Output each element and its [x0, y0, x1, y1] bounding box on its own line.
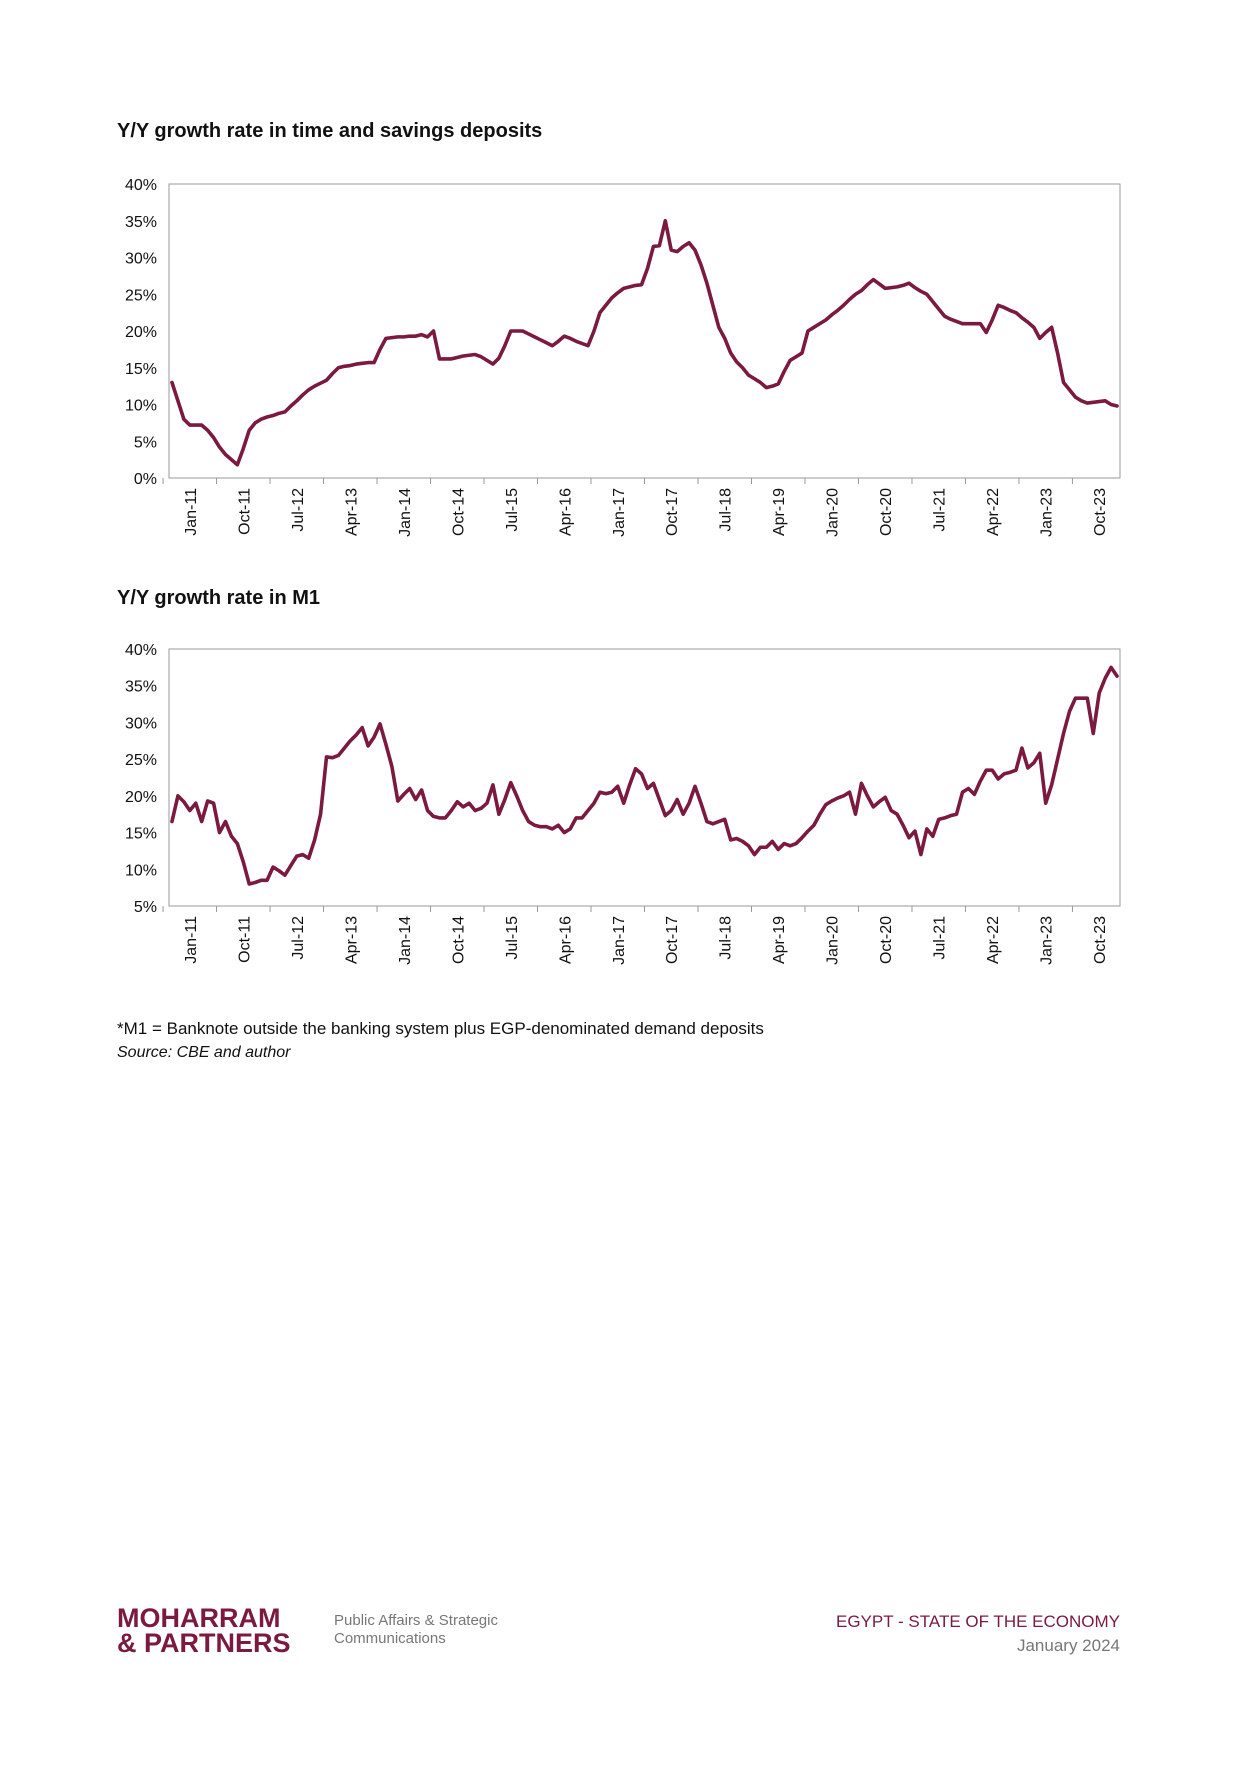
y-tick-label: 25%	[125, 287, 157, 304]
line-series	[170, 665, 1119, 886]
x-tick-label: Jan-11	[183, 916, 200, 964]
x-tick-label: Jan-17	[611, 488, 628, 537]
x-tick-label: Apr-22	[985, 916, 1002, 964]
x-tick-label: Jul-18	[718, 488, 735, 532]
chart-title: Y/Y growth rate in time and savings depo…	[117, 120, 542, 142]
y-tick-label: 5%	[134, 899, 157, 916]
y-tick-label: 20%	[125, 324, 157, 341]
x-tick-label: Jan-14	[397, 916, 414, 965]
x-tick-label: Oct-23	[1092, 488, 1109, 536]
x-tick-label: Jul-15	[504, 916, 521, 960]
y-tick-label: 10%	[125, 398, 157, 415]
x-tick-label: Apr-16	[557, 488, 574, 536]
x-tick-label: Jul-12	[290, 488, 307, 532]
x-tick-label: Jul-12	[290, 916, 307, 960]
x-tick-label: Jan-23	[1039, 916, 1056, 965]
y-tick-label: 15%	[125, 361, 157, 378]
x-tick-label: Apr-19	[771, 488, 788, 536]
x-tick-label: Oct-11	[236, 488, 253, 535]
x-tick-label: Jan-17	[611, 916, 628, 965]
x-tick-label: Jul-18	[718, 916, 735, 960]
line-series	[170, 218, 1119, 467]
y-tick-label: 40%	[125, 177, 157, 194]
x-tick-label: Oct-11	[236, 916, 253, 963]
chart-title: Y/Y growth rate in M1	[117, 587, 320, 609]
x-tick-label: Jan-20	[825, 488, 842, 537]
y-tick-label: 40%	[125, 642, 157, 659]
footnote: *M1 = Banknote outside the banking syste…	[117, 1019, 764, 1038]
y-tick-label: 35%	[125, 214, 157, 231]
report-date: January 2024	[1017, 1636, 1120, 1655]
x-tick-label: Jul-21	[932, 916, 949, 960]
x-tick-label: Oct-20	[878, 916, 895, 964]
x-tick-label: Jan-14	[397, 488, 414, 537]
x-tick-label: Oct-23	[1092, 916, 1109, 964]
x-tick-label: Apr-13	[343, 916, 360, 964]
x-tick-label: Apr-13	[343, 488, 360, 536]
report-title: EGYPT - STATE OF THE ECONOMY	[836, 1612, 1120, 1631]
x-tick-label: Oct-20	[878, 488, 895, 536]
x-tick-label: Apr-16	[557, 916, 574, 964]
y-tick-label: 20%	[125, 789, 157, 806]
y-tick-label: 10%	[125, 862, 157, 879]
x-tick-label: Jan-20	[825, 916, 842, 965]
x-tick-label: Oct-17	[664, 488, 681, 536]
x-tick-label: Apr-19	[771, 916, 788, 964]
source: Source: CBE and author	[117, 1044, 291, 1061]
y-tick-label: 0%	[134, 471, 157, 488]
x-tick-label: Jan-23	[1039, 488, 1056, 537]
x-tick-label: Oct-14	[450, 916, 467, 964]
y-tick-label: 15%	[125, 826, 157, 843]
x-tick-label: Apr-22	[985, 488, 1002, 536]
x-tick-label: Jan-11	[183, 488, 200, 536]
y-tick-label: 30%	[125, 715, 157, 732]
x-tick-label: Oct-14	[450, 488, 467, 536]
y-tick-label: 35%	[125, 679, 157, 696]
y-tick-label: 30%	[125, 251, 157, 268]
tagline: Communications	[334, 1630, 446, 1647]
x-tick-label: Jul-15	[504, 488, 521, 532]
y-tick-label: 25%	[125, 752, 157, 769]
tagline: Public Affairs & Strategic	[334, 1612, 498, 1629]
x-tick-label: Oct-17	[664, 916, 681, 964]
plot-frame	[168, 183, 1121, 479]
x-tick-label: Jul-21	[932, 488, 949, 532]
y-tick-label: 5%	[134, 434, 157, 451]
logo: & PARTNERS	[117, 1628, 291, 1658]
logo: MOHARRAM	[117, 1603, 280, 1633]
